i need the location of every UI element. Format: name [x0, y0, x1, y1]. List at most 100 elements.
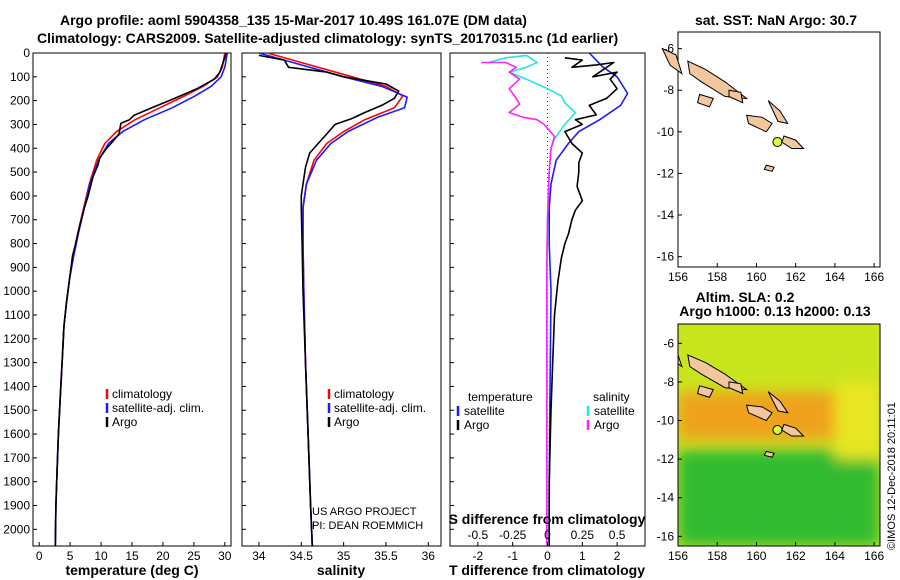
t-diff-tick-label: 1 — [579, 549, 586, 563]
depth-tick-label: 200 — [10, 94, 30, 108]
legend-label: Argo — [334, 415, 360, 429]
imos-watermark: ©IMOS 12-Dec-2018 20:11:01 — [886, 402, 898, 550]
island — [661, 47, 683, 75]
longitude-tick-label: 164 — [825, 270, 845, 284]
s-diff-argo-line — [481, 61, 556, 546]
latitude-tick-label: -16 — [657, 250, 675, 264]
latitude-tick-label: -14 — [657, 491, 675, 505]
legend-label: satellite — [464, 404, 505, 418]
longitude-tick-label: 162 — [786, 549, 806, 563]
legend-title-salinity: salinity — [593, 390, 630, 404]
latitude-tick-label: -8 — [663, 83, 674, 97]
latitude-tick-label: -10 — [657, 125, 675, 139]
latitude-tick-label: -6 — [663, 336, 674, 350]
latitude-tick-label: -8 — [663, 375, 674, 389]
s-diff-satellite-line — [488, 54, 577, 546]
sla-map-axes: 156 158 160 162 164 166 -6 -8 -10 -12 -14 -16 — [657, 336, 885, 563]
s-diff-tick-label: -0.25 — [499, 528, 527, 542]
difference-legend: temperature salinitysatelliteArgosatellit… — [456, 390, 635, 432]
t-difference-x-axis: -2 -1 0 1 2 — [473, 542, 621, 563]
t-diff-tick-label: -2 — [473, 549, 484, 563]
salinity-series — [258, 52, 408, 547]
island — [767, 391, 789, 414]
legend-label: satellite-adj. clim. — [112, 401, 204, 415]
s-diff-tick-label: -0.5 — [468, 528, 489, 542]
longitude-tick-label: 166 — [864, 270, 884, 284]
depth-tick-label: 1800 — [3, 475, 30, 489]
climatology-salinity-line — [267, 52, 404, 547]
temperature-tick-label: 10 — [94, 549, 108, 563]
t-diff-argo-line — [548, 57, 618, 546]
t-difference-xlabel: T difference from climatology — [449, 562, 645, 578]
depth-tick-label: 900 — [10, 260, 30, 274]
legend-label: satellite-adj. clim. — [334, 401, 426, 415]
longitude-tick-label: 166 — [864, 549, 884, 563]
temperature-panel: 0100200300400500600700800900100011001200… — [3, 46, 232, 578]
temperature-tick-label: 20 — [156, 549, 170, 563]
depth-tick-label: 1200 — [3, 332, 30, 346]
latitude-tick-label: -14 — [657, 208, 675, 222]
s-difference-x-axis: -0.5 -0.25 0 0.25 0.5 — [450, 52, 626, 542]
legend-label: climatology — [112, 387, 172, 401]
island — [767, 100, 789, 125]
s-difference-xlabel: S difference from climatology — [449, 511, 646, 527]
depth-tick-label: 1300 — [3, 356, 30, 370]
t-diff-tick-label: -1 — [507, 549, 518, 563]
t-diff-tick-label: 2 — [614, 549, 621, 563]
longitude-tick-label: 164 — [825, 549, 845, 563]
project-credit-line2: PI: DEAN ROEMMICH — [312, 520, 423, 532]
longitude-tick-label: 156 — [668, 270, 688, 284]
s-diff-tick-label: 0.5 — [609, 528, 626, 542]
temperature-tick-label: 25 — [187, 549, 201, 563]
temperature-tick-label: 15 — [125, 549, 139, 563]
depth-tick-label: 1500 — [3, 403, 30, 417]
depth-tick-label: 1600 — [3, 427, 30, 441]
depth-tick-label: 1900 — [3, 499, 30, 513]
salinity-tick-label: 35.5 — [374, 549, 398, 563]
depth-axis: 0 100 200 300 400 500 600 700 800 900 1000 1100 1200… — [3, 46, 37, 536]
depth-tick-label: 600 — [10, 189, 30, 203]
longitude-tick-label: 162 — [786, 270, 806, 284]
argo-temperature-line — [54, 52, 227, 547]
sla-map-frame — [677, 323, 881, 547]
latitude-tick-label: -10 — [657, 414, 675, 428]
temperature-x-axis: 0 5 10 15 20 25 30 — [36, 542, 232, 563]
temperature-xlabel: temperature (deg C) — [65, 562, 198, 578]
legend-label: satellite — [594, 404, 635, 418]
depth-tick-label: 300 — [10, 117, 30, 131]
salinity-tick-label: 36 — [422, 549, 436, 563]
t-diff-satellite-line — [548, 52, 629, 546]
sst-map-panel: sat. SST: NaN Argo: 30.7 156 158 160 162 164… — [657, 12, 885, 284]
longitude-tick-label: 156 — [668, 549, 688, 563]
salinity-tick-label: 34 — [252, 549, 266, 563]
longitude-tick-label: 158 — [707, 270, 727, 284]
island — [745, 404, 773, 422]
island — [745, 114, 773, 133]
project-credit-line1: US ARGO PROJECT — [312, 506, 417, 518]
satellite-temperature-line — [54, 52, 229, 547]
sla-map-panel: Altim. SLA: 0.2 Argo h1000: 0.13 h2000: … — [657, 289, 885, 563]
sla-cool-region — [678, 449, 880, 546]
sla-map-coastlines — [678, 353, 805, 458]
depth-tick-label: 500 — [10, 165, 30, 179]
island — [728, 89, 744, 104]
island — [697, 93, 714, 108]
argo-salinity-line — [258, 54, 400, 547]
t-diff-tick-label: 0 — [544, 549, 551, 563]
argo-float-marker — [772, 137, 783, 148]
difference-series — [481, 52, 629, 546]
salinity-tick-label: 34.5 — [290, 549, 314, 563]
legend-label: climatology — [334, 387, 394, 401]
sla-map-title-line2: Argo h1000: 0.13 h2000: 0.13 — [679, 303, 871, 319]
sst-map-axes: 156 158 160 162 164 166 -6 -8 -10 -12 -14 -16 — [657, 42, 885, 284]
latitude-tick-label: -12 — [657, 452, 675, 466]
temperature-tick-label: 5 — [67, 549, 74, 563]
island — [728, 381, 744, 395]
salinity-tick-label: 35 — [337, 549, 351, 563]
legend-label: Argo — [594, 418, 620, 432]
depth-tick-label: 800 — [10, 237, 30, 251]
salinity-panel: 34 34.5 35 35.5 36 salinity climatologysatel… — [241, 52, 442, 578]
depth-tick-label: 1400 — [3, 379, 30, 393]
